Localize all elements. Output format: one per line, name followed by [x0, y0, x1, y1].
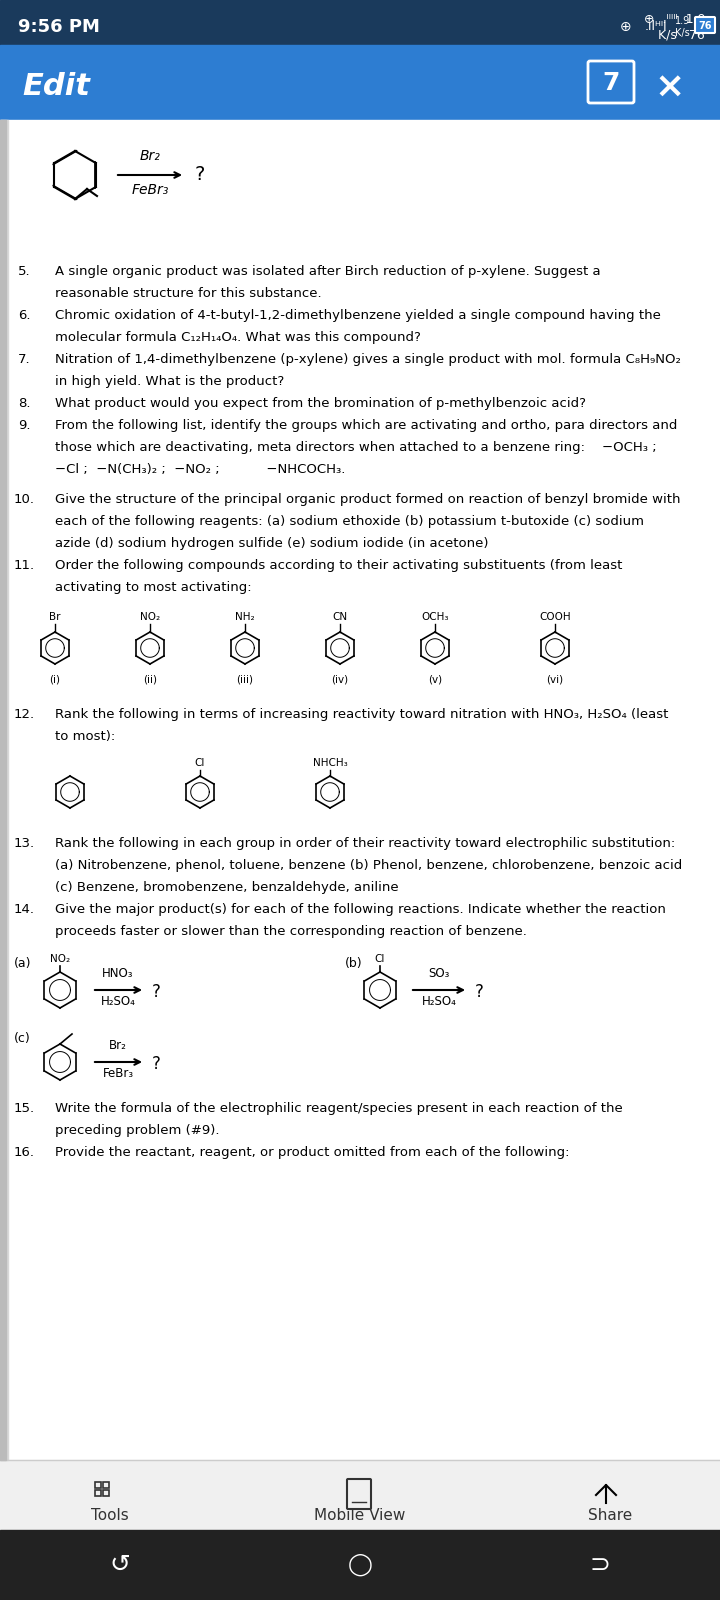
- Text: 13.: 13.: [14, 837, 35, 850]
- Bar: [0, 1530, 720, 1600]
- Text: those which are deactivating, meta directors when attached to a benzene ring:   : those which are deactivating, meta direc…: [55, 442, 657, 454]
- Text: Br₂: Br₂: [140, 149, 161, 163]
- Text: ?: ?: [152, 982, 161, 1002]
- Text: 16.: 16.: [14, 1146, 35, 1158]
- Text: in high yield. What is the product?: in high yield. What is the product?: [55, 374, 284, 387]
- Bar: [103, 1490, 109, 1496]
- Bar: [0, 0, 720, 45]
- Text: 15.: 15.: [14, 1102, 35, 1115]
- Text: ⊃: ⊃: [590, 1554, 611, 1578]
- Text: Edit: Edit: [22, 72, 90, 101]
- Text: (vi): (vi): [546, 674, 564, 685]
- Text: Give the structure of the principal organic product formed on reaction of benzyl: Give the structure of the principal orga…: [55, 493, 680, 506]
- Text: 7.: 7.: [18, 354, 31, 366]
- Text: (b): (b): [345, 957, 363, 970]
- Text: A single organic product was isolated after Birch reduction of p-xylene. Suggest: A single organic product was isolated af…: [55, 266, 600, 278]
- Bar: [103, 1482, 109, 1488]
- Text: 12.: 12.: [14, 707, 35, 722]
- Text: ?: ?: [195, 165, 205, 184]
- Text: to most):: to most):: [55, 730, 115, 742]
- Text: Order the following compounds according to their activating substituents (from l: Order the following compounds according …: [55, 558, 622, 573]
- Text: Br₂: Br₂: [109, 1038, 127, 1053]
- Text: Cl: Cl: [195, 758, 205, 768]
- Text: H₂SO₄: H₂SO₄: [101, 995, 135, 1008]
- Text: proceeds faster or slower than the corresponding reaction of benzene.: proceeds faster or slower than the corre…: [55, 925, 527, 938]
- Text: .ılᴴᴵl: .ılᴴᴵl: [645, 21, 667, 34]
- Text: each of the following reagents: (a) sodium ethoxide (b) potassium t-butoxide (c): each of the following reagents: (a) sodi…: [55, 515, 644, 528]
- Text: 8.: 8.: [18, 397, 30, 410]
- Text: (c) Benzene, bromobenzene, benzaldehyde, aniline: (c) Benzene, bromobenzene, benzaldehyde,…: [55, 882, 399, 894]
- Text: −Cl ;  −N(CH₃)₂ ;  −NO₂ ;           −NHCOCH₃.: −Cl ; −N(CH₃)₂ ; −NO₂ ; −NHCOCH₃.: [55, 462, 346, 477]
- Text: 5.: 5.: [18, 266, 31, 278]
- Text: SO₃: SO₃: [428, 966, 450, 979]
- Text: HNO₃: HNO₃: [102, 966, 134, 979]
- Text: NHCH₃: NHCH₃: [312, 758, 347, 768]
- Text: H₂SO₄: H₂SO₄: [422, 995, 456, 1008]
- Text: Br: Br: [49, 611, 60, 622]
- Text: Chromic oxidation of 4-t-butyl-1,2-dimethylbenzene yielded a single compound hav: Chromic oxidation of 4-t-butyl-1,2-dimet…: [55, 309, 661, 322]
- Bar: [0, 1459, 720, 1600]
- Text: preceding problem (#9).: preceding problem (#9).: [55, 1123, 220, 1138]
- Text: ↺: ↺: [109, 1554, 130, 1578]
- Text: Tools: Tools: [91, 1507, 129, 1523]
- Text: ⊕: ⊕: [620, 19, 631, 34]
- Text: (iv): (iv): [331, 674, 348, 685]
- Bar: [95, 1482, 101, 1488]
- Text: ×: ×: [655, 69, 685, 104]
- Text: ?: ?: [475, 982, 484, 1002]
- Text: Share: Share: [588, 1507, 632, 1523]
- Bar: [0, 45, 720, 120]
- Text: 14.: 14.: [14, 902, 35, 915]
- Bar: [0, 120, 6, 1459]
- Text: COOH: COOH: [539, 611, 571, 622]
- FancyBboxPatch shape: [695, 18, 715, 34]
- Text: 9.: 9.: [18, 419, 30, 432]
- Text: (ii): (ii): [143, 674, 157, 685]
- Text: Nitration of 1,4-dimethylbenzene (p-xylene) gives a single product with mol. for: Nitration of 1,4-dimethylbenzene (p-xyle…: [55, 354, 681, 366]
- Text: NH₂: NH₂: [235, 611, 255, 622]
- Bar: [0, 120, 720, 1459]
- Text: 76: 76: [698, 21, 712, 30]
- Text: (i): (i): [50, 674, 60, 685]
- Text: ⊕  .ᴵᴵᴵᴵᴵ  1.9
K/s   76: ⊕ .ᴵᴵᴵᴵᴵ 1.9 K/s 76: [644, 13, 705, 42]
- Text: CN: CN: [333, 611, 348, 622]
- Text: Cl: Cl: [375, 954, 385, 963]
- Text: Rank the following in each group in order of their reactivity toward electrophil: Rank the following in each group in orde…: [55, 837, 675, 850]
- Text: Give the major product(s) for each of the following reactions. Indicate whether : Give the major product(s) for each of th…: [55, 902, 666, 915]
- Text: ?: ?: [152, 1054, 161, 1074]
- Text: What product would you expect from the bromination of p-methylbenzoic acid?: What product would you expect from the b…: [55, 397, 586, 410]
- Text: Rank the following in terms of increasing reactivity toward nitration with HNO₃,: Rank the following in terms of increasin…: [55, 707, 668, 722]
- Text: NO₂: NO₂: [50, 954, 70, 963]
- Text: Write the formula of the electrophilic reagent/species present in each reaction : Write the formula of the electrophilic r…: [55, 1102, 623, 1115]
- Text: azide (d) sodium hydrogen sulfide (e) sodium iodide (in acetone): azide (d) sodium hydrogen sulfide (e) so…: [55, 538, 488, 550]
- Bar: [0, 120, 8, 1459]
- Text: 7: 7: [603, 70, 620, 94]
- Text: OCH₃: OCH₃: [421, 611, 449, 622]
- Text: (iii): (iii): [236, 674, 253, 685]
- Text: Provide the reactant, reagent, or product omitted from each of the following:: Provide the reactant, reagent, or produc…: [55, 1146, 570, 1158]
- Text: Mobile View: Mobile View: [315, 1507, 405, 1523]
- Text: reasonable structure for this substance.: reasonable structure for this substance.: [55, 286, 322, 301]
- Bar: [95, 1490, 101, 1496]
- Text: (a): (a): [14, 957, 32, 970]
- Text: (a) Nitrobenzene, phenol, toluene, benzene (b) Phenol, benzene, chlorobenzene, b: (a) Nitrobenzene, phenol, toluene, benze…: [55, 859, 683, 872]
- FancyBboxPatch shape: [588, 61, 634, 102]
- Text: ◯: ◯: [348, 1554, 372, 1576]
- Text: FeBr₃: FeBr₃: [102, 1067, 134, 1080]
- Text: 11.: 11.: [14, 558, 35, 573]
- Text: activating to most activating:: activating to most activating:: [55, 581, 251, 594]
- Text: NO₂: NO₂: [140, 611, 160, 622]
- Text: 1.9
K/s: 1.9 K/s: [675, 16, 690, 38]
- Text: FeBr₃: FeBr₃: [131, 182, 168, 197]
- Text: 9:56 PM: 9:56 PM: [18, 18, 100, 35]
- Text: From the following list, identify the groups which are activating and ortho, par: From the following list, identify the gr…: [55, 419, 678, 432]
- Text: (v): (v): [428, 674, 442, 685]
- Text: 6.: 6.: [18, 309, 30, 322]
- Text: molecular formula C₁₂H₁₄O₄. What was this compound?: molecular formula C₁₂H₁₄O₄. What was thi…: [55, 331, 421, 344]
- Text: 10.: 10.: [14, 493, 35, 506]
- Text: (c): (c): [14, 1032, 31, 1045]
